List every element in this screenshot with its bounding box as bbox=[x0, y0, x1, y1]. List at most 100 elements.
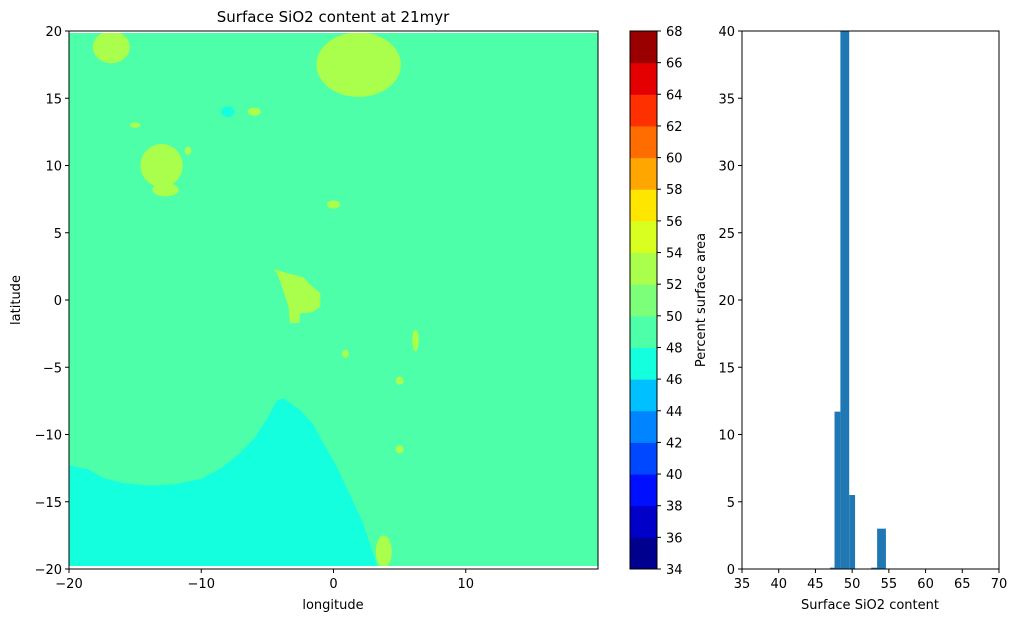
colorbar-tick-label: 40 bbox=[666, 468, 683, 483]
colorbar-band bbox=[630, 62, 657, 95]
colorbar-band bbox=[630, 31, 657, 64]
map-region-7 bbox=[412, 329, 419, 352]
colorbar-tick-label: 62 bbox=[666, 120, 683, 135]
map-region-9 bbox=[247, 107, 261, 116]
histogram-bar bbox=[840, 31, 850, 569]
histogram-y-ticks: 0 5 10 15 20 25 30 35 40 bbox=[718, 25, 742, 578]
histogram-y-tick-label: 15 bbox=[718, 361, 735, 376]
map-regions bbox=[69, 31, 598, 569]
map-region-1 bbox=[316, 32, 401, 97]
map-x-ticks: −20 −10 0 10 bbox=[55, 569, 474, 592]
histogram-x-tick-label: 35 bbox=[734, 577, 751, 592]
map-x-label: longitude bbox=[302, 598, 363, 613]
map-region-3 bbox=[140, 143, 183, 188]
colorbar-band bbox=[630, 315, 657, 348]
histogram-bar bbox=[849, 495, 856, 569]
colorbar: 34 36 38 40 42 44 46 48 50 52 54 56 58 60 62 64 66 68 bbox=[629, 25, 683, 578]
colorbar-tick-label: 50 bbox=[666, 310, 683, 325]
colorbar-band bbox=[630, 284, 657, 317]
colorbar-band bbox=[630, 189, 657, 222]
map-x-tick-label: −10 bbox=[188, 577, 215, 592]
colorbar-tick-label: 46 bbox=[666, 373, 683, 388]
colorbar-band bbox=[630, 220, 657, 254]
histogram-panel: 35 40 45 50 55 60 65 70 0 5 10 15 20 25 30 35 40 Surfac… bbox=[694, 25, 1007, 613]
map-y-tick-label: −15 bbox=[35, 496, 62, 511]
map-y-tick-label: −5 bbox=[43, 361, 62, 376]
map-region-6 bbox=[375, 535, 392, 568]
map-region-4 bbox=[152, 182, 179, 197]
map-region-8 bbox=[326, 200, 341, 209]
colorbar-tick-label: 44 bbox=[666, 405, 683, 420]
colorbar-tick-label: 58 bbox=[666, 183, 683, 198]
colorbar-tick-label: 34 bbox=[666, 563, 683, 578]
histogram-y-tick-label: 35 bbox=[718, 92, 735, 107]
map-region-15 bbox=[221, 106, 235, 118]
histogram-bar bbox=[877, 528, 886, 569]
colorbar-tick-label: 66 bbox=[666, 57, 683, 72]
map-y-tick-label: 15 bbox=[45, 92, 62, 107]
histogram-bar bbox=[830, 567, 835, 569]
map-region-13 bbox=[395, 376, 404, 385]
map-y-tick-label: 0 bbox=[54, 294, 62, 309]
colorbar-tick-label: 68 bbox=[666, 25, 683, 40]
map-panel: Surface SiO2 content at 21myr −20 −10 0 10 … bbox=[9, 8, 599, 613]
map-title: Surface SiO2 content at 21myr bbox=[217, 8, 450, 26]
histogram-bars bbox=[830, 31, 886, 569]
map-region-2 bbox=[92, 31, 130, 64]
colorbar-band bbox=[630, 347, 657, 380]
colorbar-tick-label: 36 bbox=[666, 531, 683, 546]
colorbar-tick-label: 52 bbox=[666, 278, 683, 293]
colorbar-band bbox=[630, 125, 657, 159]
map-y-tick-label: 20 bbox=[45, 25, 62, 40]
colorbar-band bbox=[630, 252, 657, 285]
colorbar-band bbox=[630, 442, 657, 475]
histogram-y-tick-label: 0 bbox=[727, 563, 735, 578]
histogram-bar bbox=[871, 567, 878, 569]
colorbar-band bbox=[630, 94, 657, 127]
map-x-tick-label: −20 bbox=[55, 577, 82, 592]
colorbar-tick-label: 54 bbox=[666, 247, 683, 262]
map-bottom-strip bbox=[69, 566, 598, 569]
histogram-y-tick-label: 40 bbox=[718, 25, 735, 40]
map-region-11 bbox=[184, 146, 192, 155]
histogram-y-tick-label: 25 bbox=[718, 227, 735, 242]
histogram-x-tick-label: 40 bbox=[770, 577, 787, 592]
colorbar-tick-label: 42 bbox=[666, 436, 683, 451]
map-region-14 bbox=[395, 445, 404, 454]
histogram-y-tick-label: 20 bbox=[718, 294, 735, 309]
histogram-bar bbox=[834, 411, 841, 569]
histogram-y-label: Percent surface area bbox=[694, 233, 709, 367]
colorbar-band bbox=[630, 474, 657, 507]
map-x-tick-label: 10 bbox=[457, 577, 474, 592]
map-region-0 bbox=[69, 398, 378, 567]
histogram-frame bbox=[741, 30, 1000, 570]
map-y-tick-label: 5 bbox=[54, 227, 62, 242]
map-y-tick-label: −10 bbox=[35, 429, 62, 444]
colorbar-bands bbox=[630, 31, 657, 570]
colorbar-band bbox=[630, 537, 657, 570]
colorbar-band bbox=[630, 410, 657, 443]
colorbar-tick-label: 48 bbox=[666, 341, 683, 356]
map-region-5 bbox=[274, 269, 321, 323]
colorbar-band bbox=[630, 505, 657, 538]
colorbar-tick-label: 38 bbox=[666, 500, 683, 515]
histogram-x-tick-label: 60 bbox=[917, 577, 934, 592]
map-y-tick-label: −20 bbox=[35, 563, 62, 578]
colorbar-band bbox=[630, 157, 657, 190]
colorbar-band bbox=[630, 379, 657, 412]
colorbar-frame bbox=[629, 30, 658, 570]
histogram-x-tick-label: 50 bbox=[844, 577, 861, 592]
histogram-y-tick-label: 30 bbox=[718, 160, 735, 175]
map-region-12 bbox=[342, 349, 349, 358]
colorbar-tick-label: 64 bbox=[666, 88, 683, 103]
map-x-tick-label: 0 bbox=[329, 577, 337, 592]
histogram-x-tick-label: 70 bbox=[991, 577, 1008, 592]
map-region-10 bbox=[129, 122, 141, 128]
histogram-x-tick-label: 45 bbox=[807, 577, 824, 592]
histogram-x-tick-label: 55 bbox=[881, 577, 898, 592]
map-y-ticks: −20 −15 −10 −5 0 5 10 15 20 bbox=[35, 25, 69, 578]
map-top-strip bbox=[69, 31, 598, 33]
colorbar-ticks: 34 36 38 40 42 44 46 48 50 52 54 56 58 60 62 64 66 68 bbox=[657, 25, 683, 578]
map-y-label: latitude bbox=[9, 275, 24, 325]
